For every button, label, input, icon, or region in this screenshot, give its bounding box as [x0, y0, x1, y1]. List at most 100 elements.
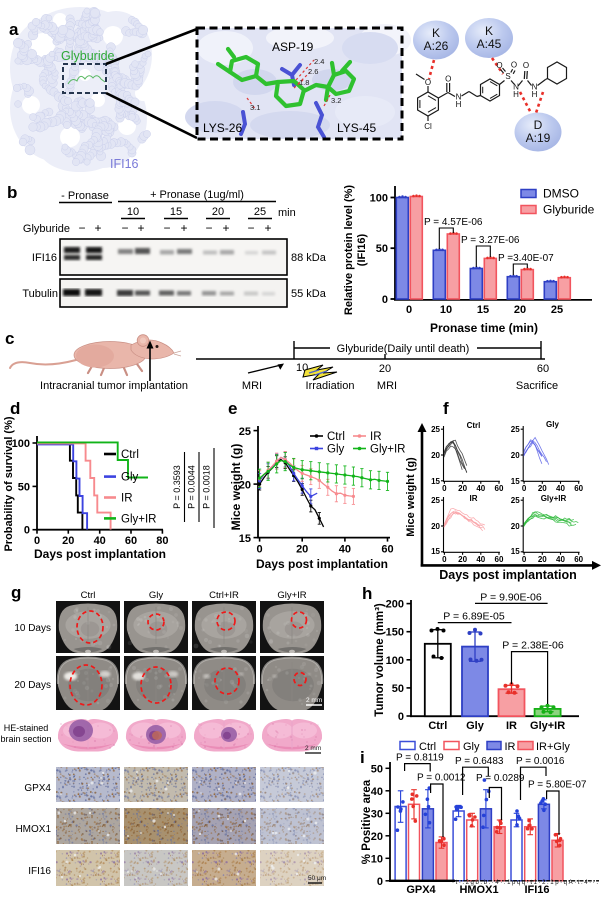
svg-text:IR: IR	[121, 493, 133, 505]
svg-text:+: +	[137, 221, 144, 235]
svg-text:Ctrl: Ctrl	[467, 421, 481, 430]
svg-text:+: +	[264, 221, 271, 235]
svg-text:P = 0.0012: P = 0.0012	[417, 773, 466, 784]
svg-text:Glyburide: Glyburide	[543, 203, 595, 217]
svg-text:40: 40	[94, 535, 106, 547]
svg-text:0: 0	[442, 555, 447, 564]
svg-text:IR+Gly: IR+Gly	[536, 741, 570, 753]
svg-text:Gly: Gly	[466, 720, 485, 732]
svg-text:40: 40	[556, 484, 565, 493]
svg-text:0: 0	[34, 535, 40, 547]
svg-text:O: O	[511, 61, 517, 70]
svg-text:0: 0	[522, 484, 527, 493]
svg-text:O: O	[523, 61, 529, 70]
svg-text:H: H	[513, 90, 519, 99]
svg-text:N: N	[532, 83, 538, 92]
svg-text:25: 25	[511, 425, 520, 434]
svg-text:Mice weight (g): Mice weight (g)	[229, 444, 243, 531]
svg-text:50: 50	[376, 243, 388, 255]
svg-text:Probability of survival (%): Probability of survival (%)	[3, 416, 15, 551]
svg-text:20: 20	[538, 484, 547, 493]
svg-text:25: 25	[551, 304, 563, 316]
svg-text:2 mm: 2 mm	[306, 697, 322, 704]
svg-text:0: 0	[406, 304, 412, 316]
svg-text:60: 60	[495, 484, 504, 493]
svg-text:P = 6.89E-05: P = 6.89E-05	[443, 611, 505, 623]
svg-text:0: 0	[522, 555, 527, 564]
svg-text:60: 60	[537, 363, 549, 375]
svg-text:brain section: brain section	[0, 734, 51, 744]
svg-text:h: h	[362, 584, 372, 603]
svg-text:IFI16: IFI16	[28, 866, 51, 877]
svg-text:Ctrl: Ctrl	[327, 431, 345, 443]
svg-text:−: −	[163, 221, 170, 235]
svg-text:Mice weight (g): Mice weight (g)	[405, 457, 417, 537]
svg-text:Glyburide: Glyburide	[23, 223, 70, 235]
svg-text:50 μm: 50 μm	[308, 875, 326, 882]
svg-text:+: +	[180, 221, 187, 235]
svg-text:Gly+IR: Gly+IR	[121, 513, 156, 525]
svg-text:d: d	[10, 399, 20, 418]
svg-text:−: −	[78, 221, 85, 235]
svg-text:O: O	[445, 75, 451, 84]
svg-text:15: 15	[170, 206, 182, 218]
svg-text:Ctrl+IR: Ctrl+IR	[209, 590, 239, 601]
svg-text:10: 10	[440, 304, 452, 316]
svg-text:+ Pronase (1ug/ml): + Pronase (1ug/ml)	[150, 189, 244, 201]
svg-text:Sacrifice: Sacrifice	[516, 380, 558, 392]
svg-text:O: O	[425, 78, 431, 87]
svg-text:IR: IR	[370, 431, 382, 443]
svg-text:Pronase time (min): Pronase time (min)	[430, 321, 538, 335]
svg-text:55 kDa: 55 kDa	[291, 288, 327, 300]
svg-text:15: 15	[239, 533, 251, 545]
svg-text:A:19: A:19	[526, 131, 551, 145]
svg-text:200: 200	[386, 599, 404, 611]
svg-text:Gly+IR: Gly+IR	[370, 444, 405, 456]
svg-text:Ctrl: Ctrl	[428, 720, 447, 732]
svg-text:Ctrl: Ctrl	[419, 741, 436, 753]
svg-text:Days post implantation: Days post implantation	[256, 557, 388, 571]
svg-text:b: b	[7, 183, 17, 202]
svg-text:2 mm: 2 mm	[305, 745, 321, 752]
svg-text:20: 20	[458, 555, 467, 564]
svg-text:min: min	[278, 207, 296, 219]
svg-text:Gly+IR: Gly+IR	[277, 590, 306, 601]
svg-text:60: 60	[495, 555, 504, 564]
svg-text:P = 5.80E-07: P = 5.80E-07	[528, 780, 587, 791]
svg-text:15: 15	[431, 477, 440, 486]
svg-text:100: 100	[370, 193, 388, 205]
svg-text:GPX4: GPX4	[24, 783, 51, 794]
svg-text:10: 10	[371, 853, 383, 865]
svg-text:25: 25	[431, 425, 440, 434]
svg-text:HMOX1: HMOX1	[459, 884, 498, 895]
svg-text:20: 20	[431, 522, 440, 531]
svg-text:+: +	[94, 221, 101, 235]
svg-text:LYS-45: LYS-45	[337, 121, 376, 135]
svg-text:20: 20	[431, 451, 440, 460]
svg-text:MRI: MRI	[242, 380, 262, 392]
svg-text:IFI16: IFI16	[524, 884, 549, 895]
svg-text:20: 20	[371, 831, 383, 843]
svg-text:50: 50	[18, 481, 30, 493]
svg-text:−: −	[121, 221, 128, 235]
svg-text:20: 20	[458, 484, 467, 493]
svg-text:0: 0	[442, 484, 447, 493]
svg-text:20: 20	[511, 522, 520, 531]
svg-text:15: 15	[511, 477, 520, 486]
svg-text:3.1: 3.1	[250, 103, 260, 112]
svg-text:IR: IR	[505, 741, 516, 753]
svg-text:P =3.40E-07: P =3.40E-07	[498, 253, 554, 264]
svg-text:Gly: Gly	[121, 472, 139, 484]
svg-text:0: 0	[377, 876, 383, 888]
svg-text:20: 20	[511, 451, 520, 460]
svg-text:Glyburide: Glyburide	[61, 49, 115, 63]
svg-text:IFI16: IFI16	[110, 157, 139, 171]
svg-text:40: 40	[476, 555, 485, 564]
svg-text:50: 50	[371, 763, 383, 775]
svg-text:i: i	[360, 748, 365, 767]
svg-text:100: 100	[12, 438, 30, 450]
svg-text:20: 20	[296, 544, 308, 556]
svg-text:H: H	[532, 90, 538, 99]
svg-text:40: 40	[339, 544, 351, 556]
svg-text:P = 0.0044: P = 0.0044	[187, 465, 197, 509]
